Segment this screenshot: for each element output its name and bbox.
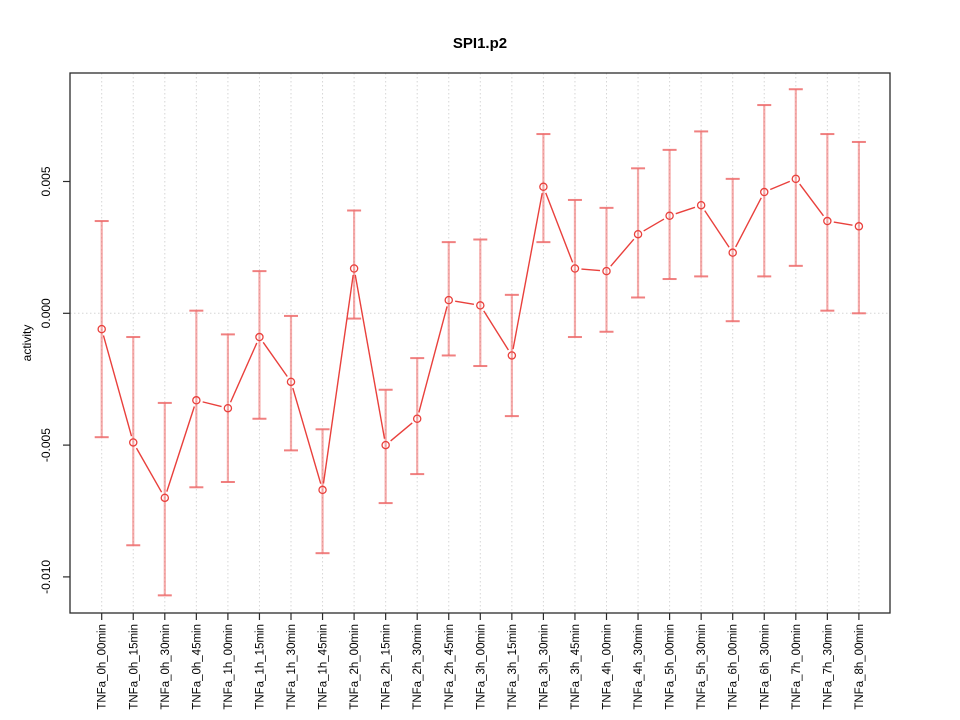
data-points (97, 174, 864, 503)
x-tick-label: TNFa_1h_30min (286, 624, 298, 710)
x-tick-label: TNFa_2h_30min (412, 624, 424, 710)
x-tick-label: TNFa_2h_00min (349, 624, 361, 710)
x-tick-label: TNFa_1h_15min (254, 624, 266, 710)
gridlines (70, 73, 890, 613)
x-tick-label: TNFa_3h_00min (475, 624, 487, 710)
y-tick-labels: -0.010 -0.005 0.000 0.005 (39, 166, 53, 594)
y-tick-label: -0.005 (39, 428, 53, 462)
x-tick-label: TNFa_5h_30min (696, 624, 708, 710)
x-tick-label: TNFa_8h_00min (854, 624, 866, 710)
x-tick-label: TNFa_0h_45min (191, 624, 203, 710)
x-tick-label: TNFa_3h_45min (570, 624, 582, 710)
y-tick-label: -0.010 (39, 560, 53, 594)
x-tick-label: TNFa_4h_30min (633, 624, 645, 710)
y-ticks (63, 180, 70, 578)
x-tick-label: TNFa_2h_45min (444, 624, 456, 710)
x-tick-labels: TNFa_0h_00min TNFa_0h_15min TNFa_0h_30min T… (97, 624, 866, 710)
y-tick-label: 0.005 (39, 166, 53, 196)
x-tick-label: TNFa_4h_00min (602, 624, 614, 710)
data-line (102, 180, 853, 493)
x-tick-label: TNFa_5h_00min (665, 624, 677, 710)
x-tick-label: TNFa_6h_30min (759, 624, 771, 710)
x-tick-label: TNFa_0h_00min (97, 624, 109, 710)
x-tick-label: TNFa_1h_45min (318, 624, 330, 710)
x-tick-label: TNFa_3h_30min (538, 624, 550, 710)
x-tick-label: TNFa_3h_15min (507, 624, 519, 710)
error-bars (94, 88, 866, 597)
x-tick-label: TNFa_0h_15min (128, 624, 140, 710)
chart-title: SPI1.p2 (452, 35, 508, 52)
x-tick-label: TNFa_7h_30min (822, 624, 834, 710)
x-tick-label: TNFa_7h_00min (791, 624, 803, 710)
x-tick-label: TNFa_2h_15min (381, 624, 393, 710)
y-tick-label: 0.000 (39, 298, 53, 328)
x-tick-label: TNFa_1h_00min (223, 624, 235, 710)
x-tick-label: TNFa_0h_30min (160, 624, 172, 710)
x-ticks (101, 613, 860, 620)
x-tick-label: TNFa_6h_00min (728, 624, 740, 710)
